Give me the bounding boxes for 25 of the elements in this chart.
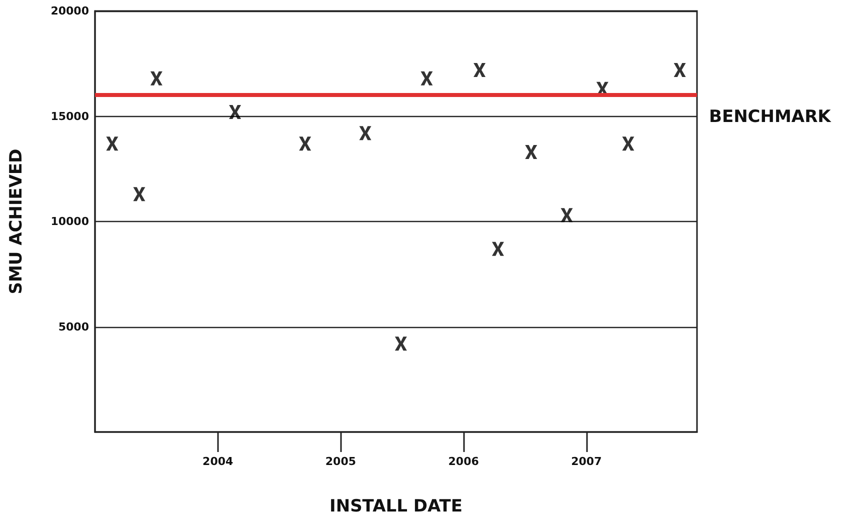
point [525, 145, 538, 160]
point [150, 71, 162, 86]
x-axis-title: INSTALL DATE [330, 496, 462, 516]
point [674, 62, 686, 77]
point [299, 136, 312, 151]
point [420, 71, 433, 86]
y-tick-label: 15000 [50, 110, 90, 123]
point [133, 187, 146, 202]
point [622, 136, 634, 151]
x-tick-label: 2006 [448, 455, 480, 468]
point [229, 105, 242, 120]
y-tick-label: 20000 [50, 4, 90, 18]
point [359, 126, 372, 140]
point [560, 208, 573, 222]
point [492, 242, 504, 256]
point [474, 62, 486, 77]
point [106, 136, 118, 151]
x-tick-label: 2007 [571, 455, 602, 468]
x-tick-label: 2005 [325, 455, 356, 468]
y-tick-label: 10000 [50, 215, 90, 228]
y-tick-label: 5000 [58, 320, 90, 334]
y-axis-title: SMU ACHIEVED [6, 148, 26, 294]
ref-line-label: BENCHMARK [709, 107, 832, 128]
x-tick-label: 2004 [202, 455, 234, 468]
point [394, 336, 407, 351]
